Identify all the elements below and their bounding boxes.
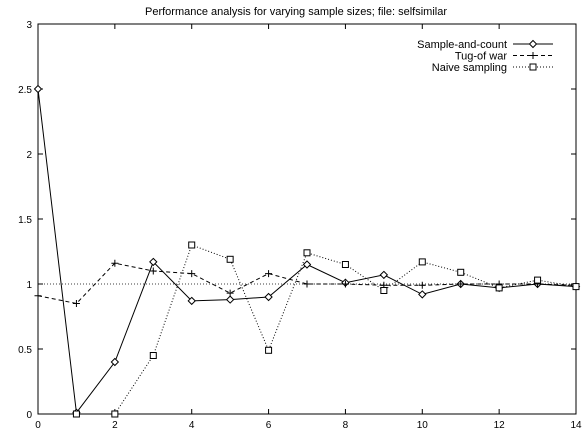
x-tick-label: 2 [112, 420, 118, 431]
legend-marker [528, 39, 538, 49]
series-1 [34, 259, 580, 307]
data-point [457, 280, 465, 288]
data-point [379, 270, 389, 280]
axes: 0 2 4 6 8 10 12 14 0 0.5 1 1.5 2 2.5 3 [18, 20, 582, 431]
data-point [302, 260, 312, 269]
plot-frame [37, 23, 577, 415]
legend-marker [529, 63, 537, 71]
data-point [111, 410, 119, 418]
series-layer [33, 84, 581, 418]
y-tick-label: 0.5 [18, 345, 32, 356]
data-point [572, 283, 580, 291]
x-tick-label: 4 [189, 420, 195, 431]
data-point [149, 267, 157, 275]
data-point [418, 290, 427, 299]
data-point [188, 270, 196, 278]
data-point [187, 296, 196, 306]
y-tick-label: 1.5 [18, 215, 32, 226]
data-point [34, 292, 42, 300]
data-point [149, 352, 157, 359]
data-point [265, 270, 273, 278]
data-point [380, 287, 388, 294]
data-point [303, 280, 311, 288]
data-point [457, 268, 465, 276]
data-point [418, 281, 426, 289]
y-tick-label: 1 [26, 280, 32, 291]
series-2 [72, 241, 580, 418]
series-line [76, 244, 577, 415]
data-point [265, 346, 273, 354]
y-tick-label: 0 [26, 410, 32, 421]
x-tick-label: 10 [417, 420, 429, 431]
y-tick-label: 2.5 [18, 85, 32, 96]
legend-label: Sample-and-count [417, 39, 507, 51]
legend-label: Naive sampling [432, 62, 507, 74]
data-point [264, 292, 273, 302]
data-point [534, 276, 542, 284]
series-line [37, 262, 577, 305]
data-point [110, 357, 120, 367]
data-point [149, 257, 158, 267]
data-point [226, 255, 234, 263]
y-tick-label: 2 [26, 150, 32, 161]
data-point [418, 258, 426, 266]
data-point [111, 259, 119, 267]
legend-marker [529, 52, 537, 59]
data-point [495, 284, 503, 292]
data-point [72, 410, 80, 418]
data-point [225, 295, 235, 304]
x-tick-label: 12 [494, 420, 506, 431]
legend-label: Tug-of war [455, 51, 508, 63]
data-point [341, 261, 349, 268]
y-tick-label: 3 [26, 20, 32, 31]
data-point [226, 289, 234, 297]
x-tick-label: 6 [266, 420, 272, 431]
data-point [188, 241, 196, 249]
data-point [72, 300, 80, 307]
x-tick-label: 0 [35, 420, 41, 431]
data-point [341, 280, 349, 288]
data-point [303, 249, 311, 257]
x-tick-label: 8 [343, 420, 349, 431]
chart-title: Performance analysis for varying sample … [145, 6, 447, 18]
x-tick-label: 14 [570, 420, 582, 431]
series-0 [33, 84, 581, 417]
data-point [33, 84, 43, 94]
